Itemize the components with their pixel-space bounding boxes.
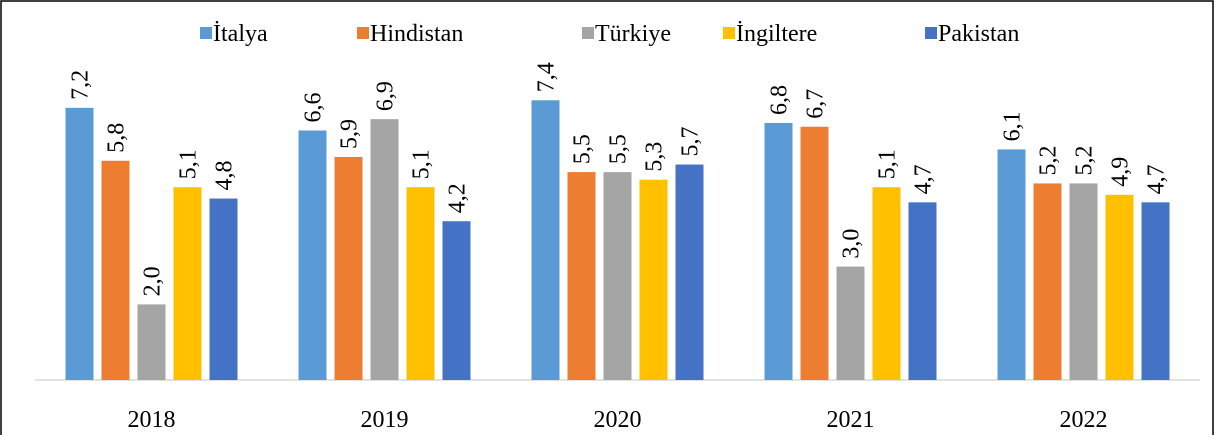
data-label: 5,2 <box>1072 145 1098 175</box>
data-label: 7,4 <box>534 62 560 92</box>
data-label: 4,8 <box>212 161 238 191</box>
legend-label: İtalya <box>213 21 268 47</box>
legend-label: Türkiye <box>595 21 671 47</box>
bar <box>334 156 363 380</box>
data-label: 3,0 <box>839 229 865 259</box>
bar <box>764 122 793 381</box>
legend-swatch <box>357 27 369 39</box>
data-label: 6,6 <box>301 93 327 123</box>
bar <box>137 304 166 380</box>
data-label: 6,8 <box>767 85 793 115</box>
bar <box>567 172 596 380</box>
bar <box>603 172 632 380</box>
bar <box>908 202 937 380</box>
bar <box>173 187 202 380</box>
legend-swatch <box>925 27 937 39</box>
bar <box>997 149 1026 380</box>
data-label: 5,7 <box>678 127 704 157</box>
x-tick-label: 2019 <box>361 407 409 433</box>
bar <box>531 100 560 380</box>
bar <box>406 187 435 380</box>
x-tick-label: 2018 <box>128 407 176 433</box>
legend-label: Pakistan <box>938 21 1019 47</box>
data-label: 5,1 <box>409 149 435 179</box>
data-label: 4,7 <box>911 164 937 194</box>
bar <box>1141 202 1170 380</box>
data-label: 5,5 <box>606 134 632 164</box>
bar <box>370 119 399 381</box>
x-tick-label: 2020 <box>594 407 642 433</box>
data-label: 2,0 <box>140 266 166 296</box>
data-label: 5,9 <box>337 119 363 149</box>
bar <box>209 198 238 380</box>
bar <box>872 187 901 380</box>
x-tick-label: 2021 <box>827 407 875 433</box>
bar <box>298 130 327 380</box>
x-tick-label: 2022 <box>1060 407 1108 433</box>
legend-swatch <box>200 27 212 39</box>
data-label: 4,2 <box>445 183 471 213</box>
bar <box>639 179 668 380</box>
bar <box>1069 183 1098 380</box>
data-label: 5,1 <box>875 149 901 179</box>
data-label: 6,9 <box>373 81 399 111</box>
legend-swatch <box>723 27 735 39</box>
bar <box>675 164 704 380</box>
data-label: 5,3 <box>642 142 668 172</box>
data-label: 4,7 <box>1144 164 1170 194</box>
data-label: 6,7 <box>803 89 829 119</box>
data-label: 4,9 <box>1108 157 1134 187</box>
data-label: 5,1 <box>176 149 202 179</box>
data-label: 5,2 <box>1036 145 1062 175</box>
legend-label: Hindistan <box>370 21 463 47</box>
bar <box>800 126 829 381</box>
data-label: 7,2 <box>68 70 94 100</box>
data-label: 5,5 <box>570 134 596 164</box>
bar <box>1033 183 1062 380</box>
bar <box>1105 194 1134 380</box>
bar <box>65 107 94 380</box>
bar <box>442 221 471 380</box>
data-label: 6,1 <box>1000 111 1026 141</box>
legend-label: İngiltere <box>736 21 817 47</box>
bar <box>101 160 130 380</box>
data-label: 5,8 <box>104 123 130 153</box>
legend-swatch <box>582 27 594 39</box>
bar <box>836 266 865 380</box>
